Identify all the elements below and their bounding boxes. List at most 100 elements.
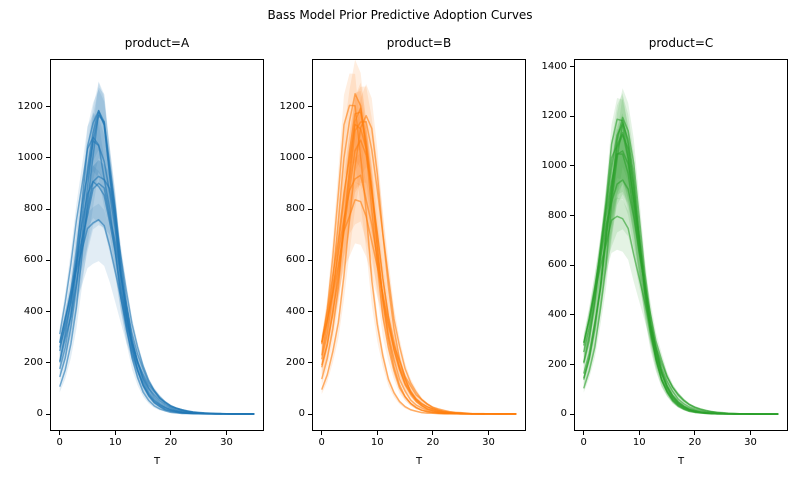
curves-svg-a (50, 59, 264, 431)
x-axis-label-a: T (153, 456, 161, 467)
y-tick-mark (46, 106, 50, 108)
x-tick-label: 0 (318, 437, 325, 448)
prior-band (321, 182, 517, 415)
y-tick-label: 200 (285, 356, 305, 368)
x-tick-label: 20 (688, 437, 702, 448)
y-tick-mark (570, 413, 574, 415)
prior-band (321, 82, 517, 415)
y-tick-label: 0 (298, 408, 305, 419)
y-tick-label: 800 (23, 203, 43, 215)
y-tick-mark (308, 208, 312, 210)
x-tick-label: 30 (482, 437, 495, 448)
x-tick-mark (226, 431, 227, 435)
adoption-curve (321, 121, 517, 415)
x-tick-label: 20 (164, 437, 178, 448)
y-tick-mark (570, 314, 574, 316)
prior-band (583, 151, 779, 415)
y-tick-label: 600 (23, 254, 43, 266)
y-tick-label: 1200 (17, 100, 43, 112)
y-tick-label: 400 (285, 305, 305, 317)
adoption-curve (320, 104, 517, 415)
y-tick-label: 1200 (279, 100, 305, 112)
x-tick-mark (750, 431, 751, 435)
x-tick-label: 10 (108, 437, 122, 448)
y-tick-mark (570, 215, 574, 217)
x-tick-label: 10 (632, 437, 646, 448)
x-tick-mark (488, 431, 489, 435)
x-tick-mark (694, 431, 696, 435)
prior-band (59, 165, 255, 415)
y-tick-label: 1200 (541, 110, 567, 122)
x-tick-mark (432, 431, 434, 435)
adoption-curve (583, 134, 779, 415)
y-tick-mark (46, 311, 50, 312)
x-tick-mark (376, 431, 378, 435)
y-tick-mark (46, 157, 50, 159)
y-tick-mark (570, 165, 574, 167)
adoption-curve (583, 150, 779, 415)
y-tick-mark (308, 259, 312, 261)
x-tick-label: 30 (744, 437, 757, 448)
x-tick-mark (583, 431, 585, 435)
y-tick-label: 400 (23, 305, 43, 317)
y-tick-mark (308, 362, 312, 364)
y-tick-label: 200 (23, 356, 43, 368)
y-tick-mark (46, 208, 50, 210)
y-tick-label: 1000 (541, 159, 567, 171)
subplot-product-b: product=B T 0 200 400 600 800 1000 1200 0 10 20 30 (280, 0, 526, 480)
subplot-title-b: product=B (386, 36, 452, 50)
axes-spines (50, 59, 264, 431)
y-tick-label: 600 (547, 259, 567, 271)
y-tick-mark (308, 157, 312, 159)
y-tick-mark (570, 364, 574, 365)
subplot-product-a: product=A T 0 200 400 600 800 1000 1200 0 10 20 30 (18, 0, 264, 480)
adoption-curve (321, 107, 517, 415)
x-tick-mark (59, 431, 61, 435)
y-tick-mark (46, 362, 50, 364)
x-tick-label: 0 (56, 437, 63, 448)
y-tick-mark (570, 264, 574, 266)
y-tick-label: 1000 (17, 151, 43, 163)
x-tick-label: 0 (580, 437, 587, 448)
x-tick-label: 30 (220, 437, 233, 448)
prior-band (59, 159, 255, 415)
y-tick-mark (570, 115, 574, 117)
prior-band (59, 203, 255, 415)
y-tick-label: 800 (285, 203, 305, 215)
y-tick-mark (46, 259, 50, 261)
axes-spines (574, 59, 788, 431)
figure-title: Bass Model Prior Predictive Adoption Cur… (267, 8, 533, 22)
subplot-title-c: product=C (648, 36, 714, 50)
x-tick-mark (114, 431, 116, 435)
y-tick-label: 200 (547, 358, 567, 370)
x-tick-label: 10 (370, 437, 384, 448)
subplot-product-c: product=C T 0 200 400 600 800 1000 1200 1400 0 10… (542, 0, 788, 480)
prior-band (321, 84, 517, 415)
prior-band (59, 89, 255, 415)
adoption-curve (58, 136, 255, 415)
prior-band (59, 160, 255, 415)
curves-svg-b (312, 59, 526, 431)
y-tick-label: 0 (560, 408, 567, 420)
y-tick-label: 800 (547, 209, 567, 221)
y-tick-mark (308, 106, 312, 108)
axes-spines (312, 59, 526, 431)
y-tick-label: 600 (285, 254, 305, 266)
y-tick-label: 0 (36, 408, 43, 419)
x-tick-label: 20 (426, 437, 440, 448)
x-axis-label-b: T (415, 456, 423, 467)
prior-band (583, 197, 779, 415)
x-tick-mark (638, 431, 640, 435)
adoption-curve (321, 139, 517, 415)
x-axis-label-c: T (677, 456, 685, 467)
y-tick-label: 1000 (279, 151, 305, 163)
y-tick-mark (308, 413, 312, 415)
y-tick-label: 1400 (541, 60, 567, 72)
x-tick-mark (321, 431, 323, 435)
y-tick-mark (308, 311, 312, 312)
y-tick-mark (46, 413, 50, 415)
y-tick-label: 400 (547, 308, 567, 320)
curves-svg-c (574, 59, 788, 431)
y-tick-mark (570, 66, 574, 68)
subplot-title-a: product=A (124, 36, 190, 50)
